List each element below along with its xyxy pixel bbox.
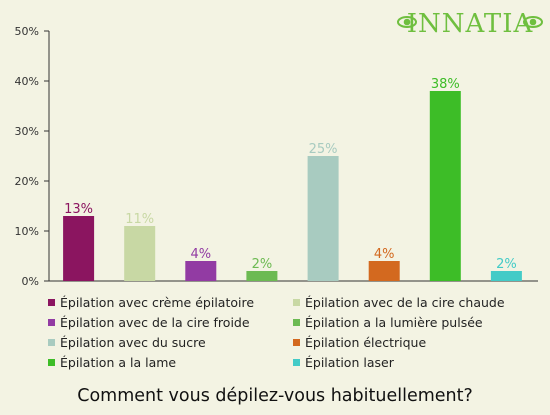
legend-item: Épilation avec du sucre [48, 332, 293, 352]
bars [63, 91, 522, 281]
legend-label: Épilation a la lumière pulsée [305, 314, 483, 330]
bar [246, 271, 278, 281]
legend-item: Épilation avec crème épilatoire [48, 292, 293, 312]
bar-value-label: 2% [496, 257, 517, 272]
chart-question: Comment vous dépilez-vous habituellement… [77, 386, 473, 406]
y-tick-label: 50% [15, 25, 39, 38]
bar-value-label: 38% [431, 77, 460, 92]
legend-swatch [293, 338, 300, 346]
legend-label: Épilation avec crème épilatoire [60, 294, 255, 310]
bar-value-label: 2% [252, 257, 273, 272]
legend-item: Épilation a la lame [48, 352, 293, 372]
legend-item: Épilation avec de la cire froide [48, 312, 293, 332]
bar [490, 271, 522, 281]
bar [185, 261, 217, 281]
bar-value-label: 4% [190, 247, 211, 262]
legend-label: Épilation avec de la cire chaude [305, 294, 505, 310]
legend-swatch [293, 318, 300, 326]
bar-labels: 13% 11% 4% 2% 25% 4% 38% 2% [64, 77, 517, 272]
bar-value-label: 11% [125, 212, 154, 227]
y-tick-label: 10% [15, 225, 39, 238]
legend-swatch [293, 358, 300, 366]
legend-label: Épilation laser [305, 354, 394, 370]
y-tick-label: 20% [15, 175, 39, 188]
y-tick-label: 40% [15, 75, 39, 88]
legend-swatch [48, 298, 55, 306]
bar [368, 261, 400, 281]
bar-value-label: 13% [64, 202, 93, 217]
legend-label: Épilation avec du sucre [60, 334, 206, 350]
legend-swatch [48, 338, 55, 346]
legend-item: Épilation électrique [293, 332, 538, 352]
bar [429, 91, 461, 281]
legend-label: Épilation électrique [305, 334, 427, 350]
legend: Épilation avec crème épilatoire Épilation… [48, 292, 538, 372]
bar [124, 226, 156, 281]
brand-wordmark: INNATIA [407, 9, 534, 39]
bar [63, 216, 95, 281]
legend-swatch [48, 318, 55, 326]
legend-label: Épilation avec de la cire froide [60, 314, 250, 330]
legend-label: Épilation a la lame [60, 354, 177, 370]
bar-value-label: 25% [309, 142, 338, 157]
legend-item: Épilation avec de la cire chaude [293, 292, 538, 312]
legend-item: Épilation laser [293, 352, 538, 372]
legend-swatch [48, 358, 55, 366]
bar-value-label: 4% [374, 247, 395, 262]
legend-item: Épilation a la lumière pulsée [293, 312, 538, 332]
y-tick-label: 30% [15, 125, 39, 138]
y-tick-label: 0% [22, 275, 39, 288]
legend-swatch [293, 298, 300, 306]
bar [307, 156, 339, 281]
brand-logo: INNATIA [396, 4, 544, 40]
